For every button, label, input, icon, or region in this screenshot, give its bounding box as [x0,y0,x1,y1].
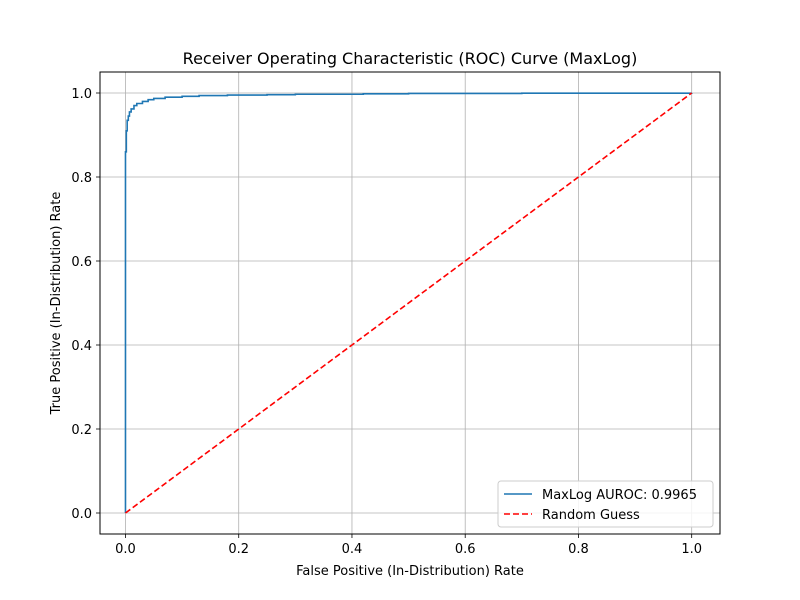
y-axis-label: True Positive (In-Distribution) Rate [49,192,64,416]
legend-box [497,480,714,528]
ticks: 0.0 0.2 0.4 0.6 0.8 1.0 0.0 0.2 0.4 0.6 0.8 1.0 [71,87,702,557]
legend-roc-label: MaxLog AUROC: 0.9965 [542,488,697,503]
y-tick-label: 0.2 [71,423,92,438]
x-tick-label: 0.6 [455,542,476,557]
legend: MaxLog AUROC: 0.9965 Random Guess [497,480,714,528]
roc-curve-line [124,92,693,513]
x-tick-label: 0.0 [115,542,136,557]
grid [100,72,720,534]
y-tick-label: 0.6 [71,255,92,270]
y-tick-label: 0.8 [71,171,92,186]
series-layer [124,92,693,514]
x-tick-label: 0.8 [568,542,589,557]
y-tick-label: 1.0 [71,87,92,102]
y-tick-label: 0.4 [71,339,92,354]
x-axis-label: False Positive (In-Distribution) Rate [296,564,524,579]
x-tick-label: 1.0 [681,542,702,557]
x-tick-label: 0.2 [228,542,249,557]
random-guess-line [125,92,693,514]
y-tick-label: 0.0 [71,507,92,522]
legend-random-label: Random Guess [542,508,640,523]
x-tick-label: 0.4 [342,542,363,557]
chart-title: Receiver Operating Characteristic (ROC) … [183,49,638,68]
plot-frame [99,71,721,535]
